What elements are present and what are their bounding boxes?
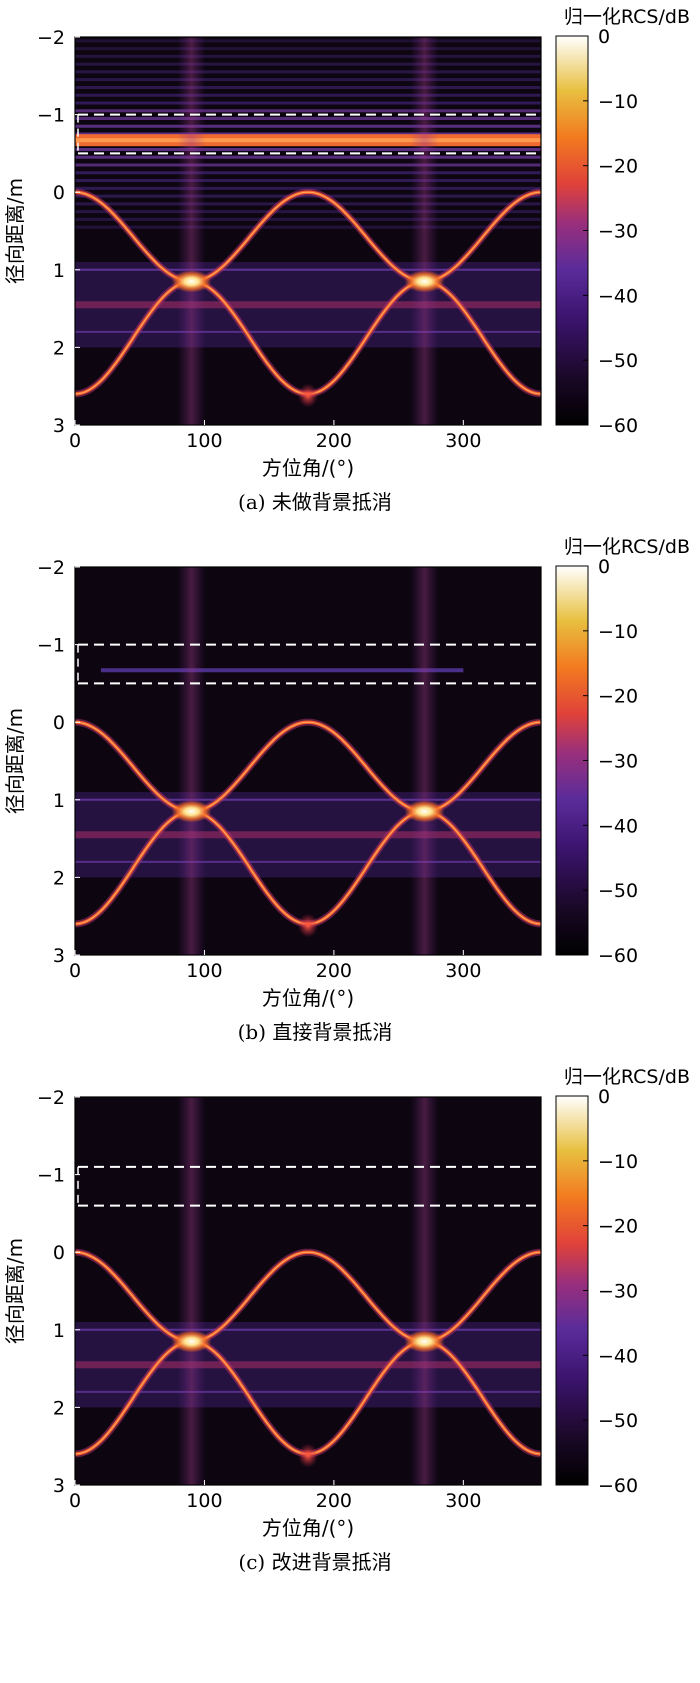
x-tick-label: 100 <box>186 430 222 452</box>
figure-caption: (c) 改进背景抵消 <box>238 1550 391 1574</box>
x-tick-label: 300 <box>445 1490 481 1512</box>
colorbar-tick-label: −40 <box>598 285 638 307</box>
y-tick-label: 0 <box>53 182 65 204</box>
colorbar-label: 归一化RCS/dB <box>564 1066 690 1088</box>
y-tick-label: −2 <box>37 27 65 49</box>
figure-caption: (a) 未做背景抵消 <box>238 490 392 514</box>
y-tick-label: 2 <box>53 1397 65 1419</box>
colorbar-tick-label: −10 <box>598 1151 638 1173</box>
colorbar-tick-label: −60 <box>598 1475 638 1497</box>
colorbar-tick-label: −50 <box>598 1410 638 1432</box>
clutter-band-core <box>75 138 541 143</box>
x-tick-label: 0 <box>69 1490 81 1512</box>
lower-hotspot <box>298 913 318 938</box>
y-tick-label: 3 <box>53 1475 65 1497</box>
colorbar-tick-label: −60 <box>598 945 638 967</box>
x-axis-label: 方位角/(°) <box>262 1516 354 1540</box>
colorbar-tick-label: −20 <box>598 156 638 178</box>
upper-trajectory-core <box>75 191 541 283</box>
y-tick-label: 2 <box>53 337 65 359</box>
plot-area <box>75 1097 541 1485</box>
y-tick-label: 1 <box>53 790 65 812</box>
colorbar-tick-label: 0 <box>598 556 610 578</box>
peak-column <box>410 37 439 425</box>
y-tick-label: 1 <box>53 1320 65 1342</box>
x-tick-label: 0 <box>69 430 81 452</box>
y-tick-label: −1 <box>37 105 65 127</box>
colorbar-label: 归一化RCS/dB <box>564 6 690 28</box>
x-axis-label: 方位角/(°) <box>262 456 354 480</box>
specular-peak <box>171 1330 212 1353</box>
x-tick-label: 200 <box>316 430 352 452</box>
y-tick-label: −2 <box>37 1087 65 1109</box>
figure-caption: (b) 直接背景抵消 <box>238 1020 393 1044</box>
colorbar-tick-label: −30 <box>598 751 638 773</box>
x-axis-label: 方位角/(°) <box>262 986 354 1010</box>
plot-content <box>75 1097 541 1485</box>
specular-peak <box>404 1330 445 1353</box>
lower-hotspot <box>298 383 318 408</box>
colorbar-tick-label: −10 <box>598 91 638 113</box>
colorbar-tick-label: −30 <box>598 1281 638 1303</box>
specular-peak <box>404 800 445 823</box>
peak-column <box>177 1097 206 1485</box>
upper-trajectory-core <box>75 1251 541 1343</box>
plot-content <box>75 37 541 425</box>
axes-frame <box>74 36 542 426</box>
y-tick-label: 0 <box>53 712 65 734</box>
peak-column <box>177 567 206 955</box>
lower-hotspot <box>298 1443 318 1468</box>
x-tick-label: 100 <box>186 960 222 982</box>
y-tick-label: 3 <box>53 945 65 967</box>
colorbar-tick-label: −50 <box>598 350 638 372</box>
plot-content <box>75 567 541 955</box>
y-axis-label: 径向距离/m <box>3 1238 27 1344</box>
y-tick-label: −2 <box>37 557 65 579</box>
x-tick-label: 200 <box>316 1490 352 1512</box>
y-axis-label: 径向距离/m <box>3 178 27 284</box>
colorbar-tick-label: −10 <box>598 621 638 643</box>
y-tick-label: −1 <box>37 1165 65 1187</box>
colorbar-tick-label: −40 <box>598 1345 638 1367</box>
y-tick-label: 2 <box>53 867 65 889</box>
y-tick-label: −1 <box>37 635 65 657</box>
x-tick-label: 300 <box>445 430 481 452</box>
y-axis-label: 径向距离/m <box>3 708 27 814</box>
upper-trajectory-core <box>75 721 541 813</box>
colorbar-tick-label: −20 <box>598 1216 638 1238</box>
axes-frame <box>74 566 542 956</box>
colorbar-tick-label: 0 <box>598 26 610 48</box>
axes-frame <box>74 1096 542 1486</box>
x-tick-label: 200 <box>316 960 352 982</box>
colorbar-tick-label: −60 <box>598 415 638 437</box>
colorbar-tick-label: −20 <box>598 686 638 708</box>
colorbar-tick-label: −30 <box>598 221 638 243</box>
specular-peak <box>171 800 212 823</box>
plot-area <box>75 567 541 955</box>
peak-column <box>410 567 439 955</box>
specular-peak <box>171 270 212 293</box>
y-tick-label: 3 <box>53 415 65 437</box>
colorbar-tick-label: −50 <box>598 880 638 902</box>
peak-column <box>177 37 206 425</box>
colorbar-label: 归一化RCS/dB <box>564 536 690 558</box>
colorbar-tick-label: −40 <box>598 815 638 837</box>
x-tick-label: 0 <box>69 960 81 982</box>
y-tick-label: 0 <box>53 1242 65 1264</box>
colorbar-tick-label: 0 <box>598 1086 610 1108</box>
peak-column <box>410 1097 439 1485</box>
specular-peak <box>404 270 445 293</box>
colorbar <box>555 1095 589 1486</box>
x-tick-label: 300 <box>445 960 481 982</box>
y-tick-label: 1 <box>53 260 65 282</box>
x-tick-label: 100 <box>186 1490 222 1512</box>
